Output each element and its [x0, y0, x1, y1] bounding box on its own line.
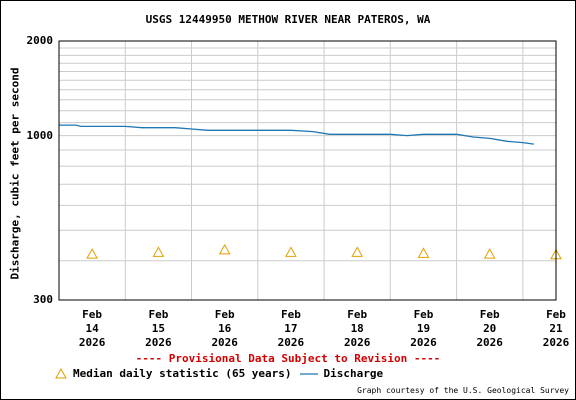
legend-item-discharge: Discharge	[299, 367, 384, 380]
y-tick-label-300: 300	[33, 293, 53, 306]
median-triangle-marker	[152, 246, 165, 257]
median-triangle-marker	[218, 243, 231, 255]
discharge-series-line	[59, 124, 534, 145]
chart-legend: Median daily statistic (65 years) Discha…	[55, 367, 391, 380]
graph-credit: Graph courtesy of the U.S. Geological Su…	[357, 386, 569, 395]
y-tick-label-1000: 1000	[26, 128, 54, 142]
x-tick-label: Feb 14 2026	[78, 308, 106, 349]
x-tick-label: Feb 21 2026	[542, 308, 570, 349]
median-triangle-marker	[285, 246, 297, 257]
legend-median-label: Median daily statistic (65 years)	[73, 367, 292, 380]
plot-area-border	[58, 40, 557, 301]
provisional-data-notice: ---- Provisional Data Subject to Revisio…	[135, 352, 441, 365]
grid-lines	[59, 41, 556, 300]
median-triangle-marker	[417, 247, 430, 258]
x-tick-label: Feb 17 2026	[277, 308, 305, 349]
legend-discharge-label: Discharge	[323, 367, 384, 380]
median-triangle-marker	[351, 246, 364, 257]
chart-title: USGS 12449950 METHOW RIVER NEAR PATEROS,…	[145, 13, 431, 26]
y-tick-label-2000: 2000	[26, 34, 54, 47]
x-tick-label: Feb 19 2026	[410, 308, 437, 349]
x-tick-label: Feb 20 2026	[476, 308, 503, 349]
line-swatch-icon	[299, 372, 318, 375]
legend-item-median: Median daily statistic (65 years)	[55, 367, 292, 380]
x-tick-label: Feb 18 2026	[343, 308, 371, 349]
series-layer	[59, 124, 562, 260]
triangle-marker-icon	[55, 368, 67, 379]
x-tick-label: Feb 16 2026	[211, 308, 238, 349]
x-tick-label: Feb 15 2026	[145, 308, 172, 349]
median-triangle-marker	[483, 248, 496, 259]
median-triangle-marker	[86, 248, 98, 259]
